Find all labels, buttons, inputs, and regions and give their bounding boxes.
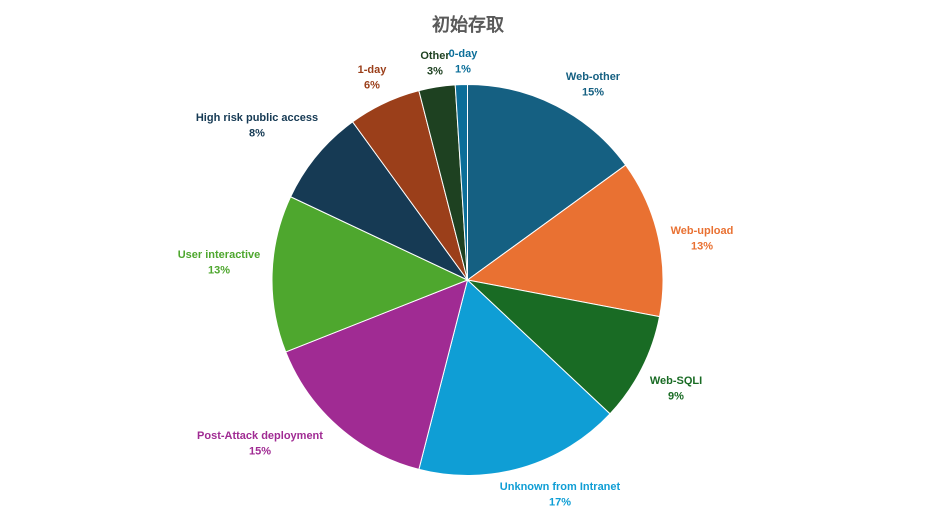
data-label-value-web-upload: 13% bbox=[691, 240, 713, 252]
data-label-category-web-other: Web-other bbox=[566, 71, 621, 83]
data-label-category-unknown-from-intranet: Unknown from Intranet bbox=[500, 481, 621, 493]
data-label-category-web-sqli: Web-SQLI bbox=[650, 375, 702, 387]
chart-title: 初始存取 bbox=[432, 14, 505, 35]
pie-slice-web-upload bbox=[466, 164, 664, 318]
pie-slice-high-risk-public-access bbox=[289, 121, 468, 281]
data-label-category-user-interactive: User interactive bbox=[178, 249, 261, 261]
data-label-value-web-sqli: 9% bbox=[668, 390, 684, 402]
pie-slice-0-day bbox=[454, 83, 468, 281]
pie-slice-unknown-from-intranet bbox=[418, 279, 611, 476]
data-label-value-user-interactive: 13% bbox=[208, 264, 230, 276]
data-label-category-high-risk-public-access: High risk public access bbox=[196, 112, 318, 124]
data-label-value-unknown-from-intranet: 17% bbox=[549, 496, 571, 508]
pie-slice-user-interactive bbox=[271, 196, 469, 353]
pie-slice-post-attack-deployment bbox=[285, 279, 469, 470]
data-label-value-other: 3% bbox=[427, 65, 443, 77]
data-label-value-0-day: 1% bbox=[455, 63, 471, 75]
data-label-value-post-attack-deployment: 15% bbox=[249, 445, 271, 457]
pie-slice-web-other bbox=[467, 83, 627, 281]
data-label-category-other: Other bbox=[420, 50, 450, 62]
pie-data-labels: Web-other 15% Web-upload 13% Web-SQLI 9% Unkno… bbox=[178, 48, 734, 509]
data-label-category-post-attack-deployment: Post-Attack deployment bbox=[197, 430, 323, 442]
data-label-category-web-upload: Web-upload bbox=[671, 225, 734, 237]
data-label-value-high-risk-public-access: 8% bbox=[249, 127, 265, 139]
data-label-value-web-other: 15% bbox=[582, 86, 604, 98]
pie-slices bbox=[271, 83, 664, 476]
pie-slice-web-sqli bbox=[465, 279, 661, 415]
data-label-category-1-day: 1-day bbox=[358, 64, 388, 76]
data-label-value-1-day: 6% bbox=[364, 79, 380, 91]
data-label-category-0-day: 0-day bbox=[449, 48, 479, 60]
